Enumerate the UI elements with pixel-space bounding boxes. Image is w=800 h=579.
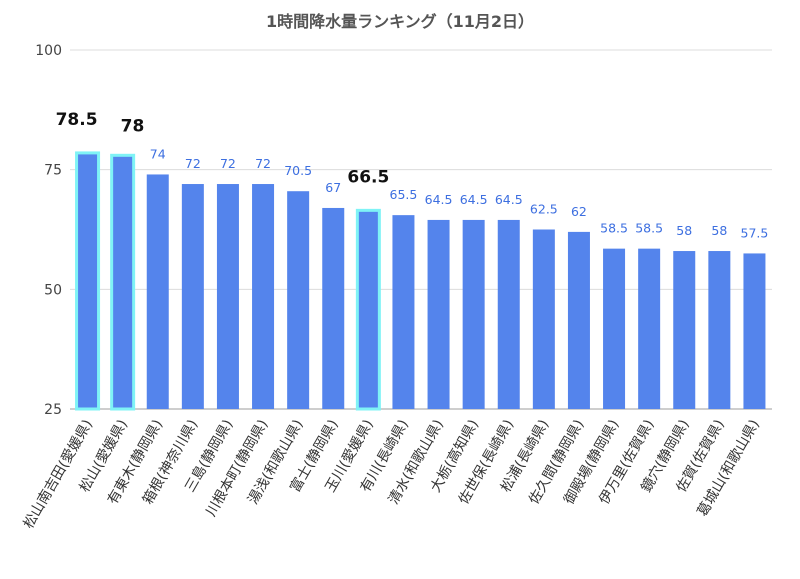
bar: [497, 219, 520, 409]
data-label: 66.5: [347, 167, 389, 187]
bar: [708, 251, 731, 409]
data-label: 78.5: [56, 110, 98, 130]
bar: [181, 184, 204, 409]
bar: [392, 215, 415, 409]
bar: [462, 219, 485, 409]
bar: [146, 174, 169, 409]
data-label: 57.5: [741, 225, 769, 240]
bar: [75, 151, 101, 411]
data-label: 72: [220, 156, 236, 171]
bar: [355, 208, 381, 411]
data-label: 58: [711, 223, 727, 238]
y-tick-label: 50: [44, 282, 62, 298]
chart-title: 1時間降水量ランキング（11月2日）: [266, 12, 534, 31]
y-tick-label: 100: [35, 43, 62, 59]
x-axis-labels: 松山南吉田(愛媛県)松山(愛媛県)有東木(静岡県)箱根(神奈川県)三島(静岡県)…: [21, 417, 763, 532]
bar: [252, 184, 275, 409]
y-tick-label: 75: [44, 163, 62, 179]
data-labels: 78.5 78 74 72 72 72 70.5 67 66.565.5 64.5 64.5 64.5…: [56, 110, 769, 241]
data-label: 70.5: [284, 163, 312, 178]
bar: [743, 253, 766, 409]
bar: [567, 231, 590, 409]
bars: [75, 151, 766, 411]
y-tick-label: 25: [44, 402, 62, 418]
data-label: 72: [255, 156, 271, 171]
data-label: 78: [121, 116, 145, 136]
data-label: 74: [150, 146, 166, 161]
bar: [603, 248, 626, 409]
data-label: 62.5: [530, 202, 558, 217]
bar: [216, 184, 239, 409]
data-label: 72: [185, 156, 201, 171]
bar: [638, 248, 661, 409]
bar: [322, 207, 345, 409]
bar: [287, 191, 310, 409]
bar: [110, 153, 136, 411]
data-label: 64.5: [460, 192, 488, 207]
data-label: 65.5: [390, 187, 418, 202]
data-label: 58.5: [600, 221, 628, 236]
bar: [673, 251, 696, 409]
bar: [427, 219, 450, 409]
data-label: 62: [571, 204, 587, 219]
data-label: 64.5: [495, 192, 523, 207]
data-label: 64.5: [425, 192, 453, 207]
data-label: 58: [676, 223, 692, 238]
bar: [532, 229, 555, 409]
data-label: 67: [325, 180, 341, 195]
data-label: 58.5: [635, 221, 663, 236]
